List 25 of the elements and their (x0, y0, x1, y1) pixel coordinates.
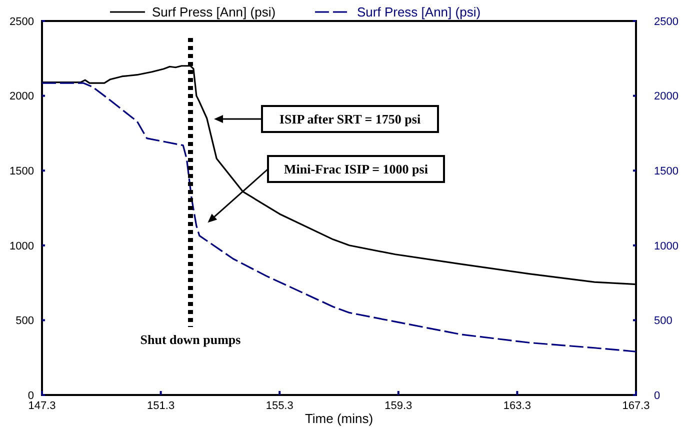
y2-tick-label: 1000 (654, 240, 678, 252)
y2-tick-label: 1500 (654, 165, 678, 178)
legend-label: Surf Press [Ann] (psi) (152, 4, 276, 20)
y-tick-label: 1500 (10, 165, 34, 178)
y2-tick-label: 500 (654, 315, 672, 328)
ref-line-label: Shut down pumps (140, 332, 241, 347)
x-tick-label: 151.3 (147, 400, 175, 412)
line-series (41, 82, 637, 352)
x-tick-label: 163.3 (503, 400, 531, 412)
x-tick-label: 167.3 (622, 400, 650, 412)
y2-tick-label: 2000 (654, 90, 678, 103)
x-tick-label: 155.3 (266, 400, 294, 412)
y-tick-label: 2000 (10, 90, 34, 103)
annotation: Mini-Frac ISIP = 1000 psi (284, 162, 428, 177)
y-tick-label: 2500 (10, 16, 34, 28)
y-tick-label: 500 (16, 315, 34, 328)
y2-tick-label: 0 (654, 390, 660, 402)
y-tick-label: 0 (28, 390, 34, 402)
legend-label: Surf Press [Ann] (psi) (357, 4, 481, 20)
y2-tick-label: 2500 (654, 16, 678, 28)
annotation: ISIP after SRT = 1750 psi (279, 112, 421, 127)
y-tick-label: 1000 (10, 240, 34, 252)
x-tick-label: 147.3 (28, 400, 56, 412)
x-tick-label: 159.3 (384, 400, 412, 412)
x-axis-title: Time (mins) (304, 411, 374, 426)
